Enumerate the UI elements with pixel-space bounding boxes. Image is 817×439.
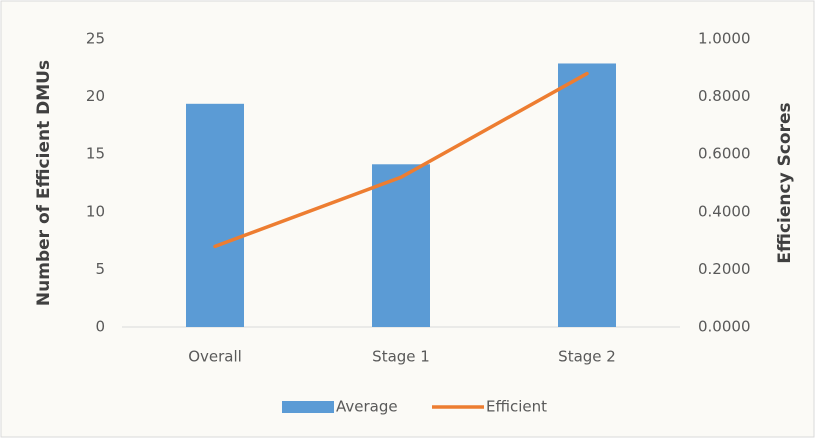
y2-axis-title: Efficiency Scores bbox=[775, 102, 795, 263]
y-tick-label: 10 bbox=[86, 202, 105, 220]
x-tick-label: Overall bbox=[188, 348, 242, 366]
bar bbox=[372, 164, 430, 327]
y-tick-label: 15 bbox=[86, 145, 105, 163]
bar bbox=[186, 104, 244, 327]
y-tick-label: 0 bbox=[95, 318, 105, 336]
legend-label: Efficient bbox=[486, 398, 547, 416]
chart: Number of Efficient DMUs Efficiency Scor… bbox=[0, 0, 817, 439]
x-tick-label: Stage 1 bbox=[372, 348, 430, 366]
y2-tick-label: 0.2000 bbox=[698, 260, 751, 278]
legend-swatch bbox=[282, 401, 334, 413]
y-tick-label: 5 bbox=[95, 260, 105, 278]
y-tick-label: 20 bbox=[86, 87, 105, 105]
y2-tick-label: 0.4000 bbox=[698, 202, 751, 220]
y2-tick-label: 1.0000 bbox=[698, 30, 751, 48]
y2-tick-label: 0.6000 bbox=[698, 145, 751, 163]
y-axis-title: Number of Efficient DMUs bbox=[34, 60, 54, 306]
y-tick-label: 25 bbox=[86, 30, 105, 48]
y2-tick-label: 0.8000 bbox=[698, 87, 751, 105]
y2-tick-label: 0.0000 bbox=[698, 318, 751, 336]
x-tick-label: Stage 2 bbox=[558, 348, 616, 366]
legend-label: Average bbox=[336, 398, 398, 416]
bar bbox=[558, 63, 616, 327]
